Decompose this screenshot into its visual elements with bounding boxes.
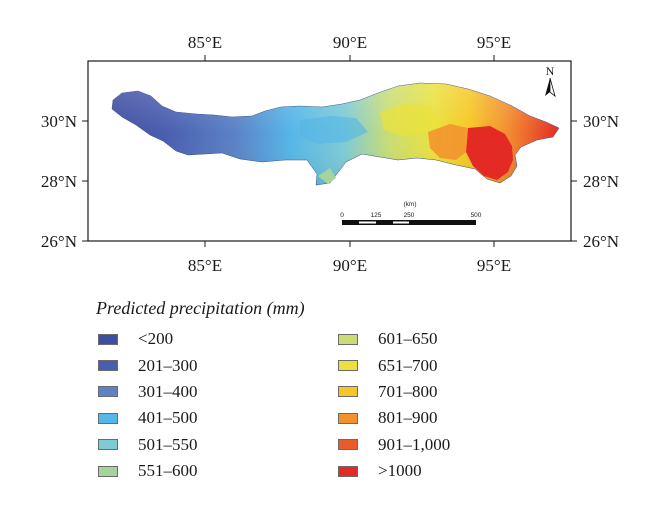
legend-item: 551–600: [98, 458, 198, 484]
legend-swatch: [338, 386, 358, 398]
legend-label: 601–650: [378, 329, 438, 349]
legend-item: 701–800: [338, 379, 450, 405]
legend-swatch: [338, 439, 358, 451]
scale-bar: (km) 0 125 250 500: [340, 201, 482, 225]
legend-swatch: [338, 412, 358, 424]
legend-label: >1000: [378, 461, 422, 481]
svg-text:0: 0: [340, 212, 344, 219]
svg-text:N: N: [546, 64, 555, 78]
legend-swatch: [98, 386, 118, 398]
svg-text:250: 250: [404, 212, 415, 219]
right-tick-26n: 26°N: [583, 232, 619, 251]
legend-swatch: [98, 439, 118, 451]
legend-label: 401–500: [138, 408, 198, 428]
legend-swatch: [98, 465, 118, 477]
precipitation-map: (km) 0 125 250 500 N 85°E 90°E 95°E 85°E…: [41, 33, 619, 275]
right-tick-28n: 28°N: [583, 172, 619, 191]
legend-label: 201–300: [138, 355, 198, 375]
legend-label: 651–700: [378, 355, 438, 375]
bottom-tick-85e: 85°E: [188, 256, 222, 275]
legend-item: 301–400: [98, 379, 198, 405]
top-tick-85e: 85°E: [188, 33, 222, 52]
svg-text:500: 500: [471, 212, 482, 219]
legend-label: 501–550: [138, 434, 198, 454]
top-tick-95e: 95°E: [477, 33, 511, 52]
legend-column-right: 601–650 651–700 701–800 801–900 901–1,000 >10…: [338, 326, 450, 484]
legend-item: >1000: [338, 458, 450, 484]
legend-label: 551–600: [138, 461, 198, 481]
left-tick-26n: 26°N: [41, 232, 77, 251]
left-tick-30n: 30°N: [41, 112, 77, 131]
left-tick-28n: 28°N: [41, 172, 77, 191]
svg-text:(km): (km): [404, 201, 417, 208]
legend-column-left: <200 201–300 301–400 401–500 501–550 551–600: [98, 326, 198, 484]
bottom-tick-90e: 90°E: [333, 256, 367, 275]
legend-item: 801–900: [338, 405, 450, 431]
legend-swatch: [98, 412, 118, 424]
legend-label: 901–1,000: [378, 434, 451, 454]
frame-ticks: [82, 55, 577, 247]
north-arrow-icon: N: [545, 64, 556, 98]
svg-text:125: 125: [371, 212, 382, 219]
legend-swatch: [338, 333, 358, 345]
legend-item: 651–700: [338, 352, 450, 378]
legend-swatch: [98, 333, 118, 345]
legend-label: 801–900: [378, 408, 438, 428]
legend-item: 901–1,000: [338, 432, 450, 458]
legend-item: 201–300: [98, 352, 198, 378]
legend-swatch: [338, 360, 358, 372]
legend-item: <200: [98, 326, 198, 352]
legend-item: 401–500: [98, 405, 198, 431]
legend-swatch: [98, 360, 118, 372]
right-tick-30n: 30°N: [583, 112, 619, 131]
legend-title: Predicted precipitation (mm): [96, 298, 305, 318]
top-tick-90e: 90°E: [333, 33, 367, 52]
basin-region: [111, 82, 560, 186]
bottom-tick-95e: 95°E: [477, 256, 511, 275]
legend-label: <200: [138, 329, 174, 349]
legend-label: 301–400: [138, 381, 198, 401]
legend-label: 701–800: [378, 381, 438, 401]
legend-item: 501–550: [98, 432, 198, 458]
legend: Predicted precipitation (mm) <200 201–300…: [96, 296, 536, 496]
legend-swatch: [338, 465, 358, 477]
legend-item: 601–650: [338, 326, 450, 352]
